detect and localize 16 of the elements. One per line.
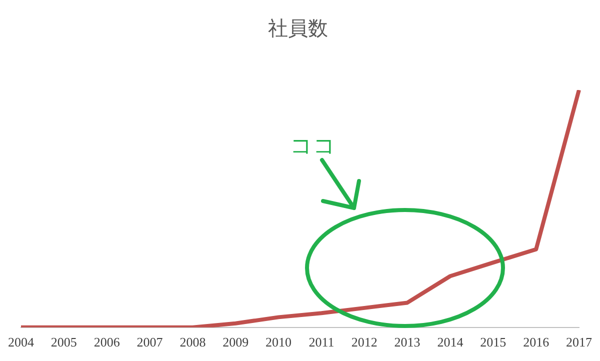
x-tick-label: 2013 bbox=[394, 334, 420, 350]
x-tick-label: 2009 bbox=[222, 334, 249, 350]
x-tick-label: 2006 bbox=[94, 334, 120, 350]
x-tick-label: 2017 bbox=[566, 334, 592, 350]
x-tick-label: 2014 bbox=[437, 334, 464, 350]
x-tick-label: 2005 bbox=[50, 334, 77, 350]
x-tick-label: 2007 bbox=[136, 334, 164, 350]
x-tick-label: 2012 bbox=[351, 334, 378, 350]
x-tick-label: 2010 bbox=[266, 334, 292, 350]
chart-title: 社員数 bbox=[268, 16, 328, 40]
x-tick-label: 2011 bbox=[308, 334, 334, 350]
x-tick-label: 2016 bbox=[523, 334, 550, 350]
x-tick-label: 2015 bbox=[480, 334, 506, 350]
x-tick-label: 2004 bbox=[8, 334, 34, 350]
x-tick-label: 2008 bbox=[180, 334, 206, 350]
annotation: ココ bbox=[290, 134, 336, 160]
